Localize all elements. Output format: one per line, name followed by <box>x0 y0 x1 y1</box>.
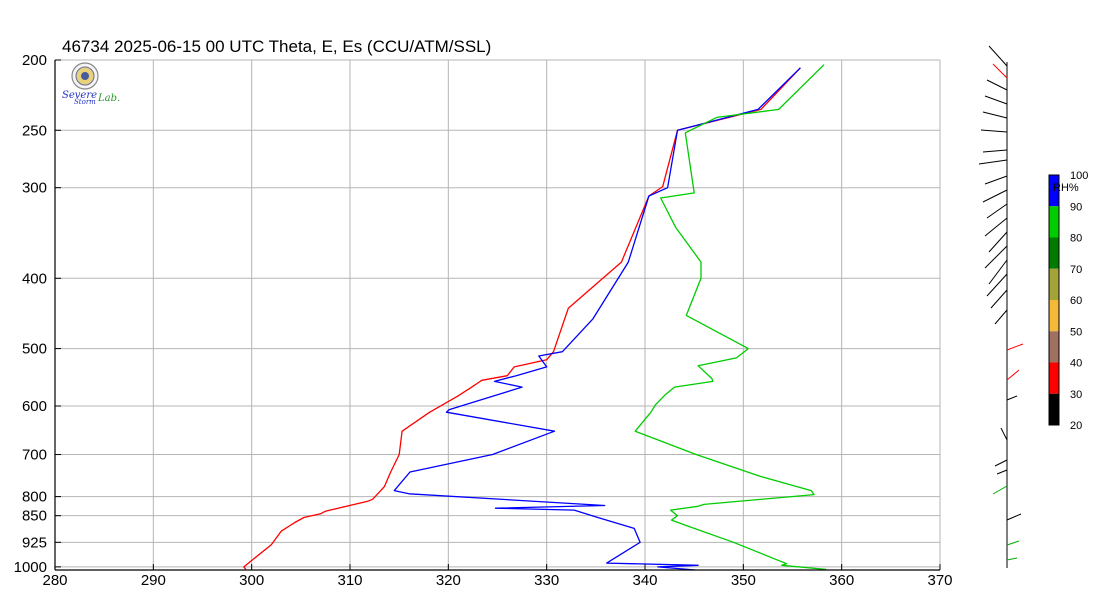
wind-barb <box>986 273 1008 297</box>
wind-barb <box>982 111 1008 119</box>
wind-barb <box>994 309 1008 325</box>
wind-barb <box>988 259 1008 285</box>
colorbar-segment <box>1049 300 1059 332</box>
logo-text-storm: Storm <box>74 98 96 106</box>
wind-barb <box>984 175 1008 185</box>
series-group <box>243 64 826 571</box>
colorbar-tick-label: 20 <box>1070 420 1082 432</box>
x-tick-label: 360 <box>829 572 854 589</box>
colorbar-label: RH% <box>1053 182 1079 194</box>
wind-barb <box>992 63 1008 79</box>
wind-barb <box>982 189 1008 203</box>
wind-barb <box>1006 395 1018 401</box>
wind-barb <box>1006 343 1024 351</box>
logo-text-lab: Lab. <box>98 93 121 104</box>
wind-barb <box>990 289 1008 309</box>
colorbar-segment <box>1049 331 1059 363</box>
y-tick-label: 800 <box>22 489 47 506</box>
chart-title: 46734 2025-06-15 00 UTC Theta, E, Es (CC… <box>62 37 492 56</box>
colorbar-tick-label: 30 <box>1070 389 1082 401</box>
x-tick-label: 280 <box>42 572 67 589</box>
y-tick-label: 1000 <box>14 559 47 576</box>
y-tick-label: 925 <box>22 534 47 551</box>
x-tick-label: 320 <box>436 572 461 589</box>
wind-barb <box>1000 427 1008 441</box>
x-tick-label: 350 <box>731 572 756 589</box>
y-tick-label: 600 <box>22 398 47 415</box>
colorbar-segment <box>1049 237 1059 269</box>
x-tick-label: 310 <box>337 572 362 589</box>
wind-barb <box>1006 369 1020 381</box>
wind-barb <box>1006 540 1020 546</box>
wind-barb <box>986 203 1008 219</box>
colorbar-frame <box>1048 174 1060 426</box>
wind-barb <box>984 245 1008 269</box>
y-tick-label: 500 <box>22 341 47 358</box>
colorbar-tick-label: 90 <box>1070 201 1082 213</box>
wind-barb <box>982 149 1008 153</box>
wind-profile <box>978 45 1024 568</box>
colorbar-tick-label: 100 <box>1070 170 1088 182</box>
y-tick-label: 850 <box>22 508 47 525</box>
colorbar-segment <box>1049 175 1059 207</box>
wind-barb <box>996 469 1008 475</box>
colorbar-tick-label: 80 <box>1070 233 1082 245</box>
wind-barb <box>980 129 1008 133</box>
x-tick-label: 370 <box>927 572 952 589</box>
colorbar-segment <box>1049 268 1059 300</box>
x-tick-label: 290 <box>141 572 166 589</box>
wind-barb <box>1006 513 1022 521</box>
wind-barb <box>1006 557 1018 561</box>
colorbar-segment <box>1049 393 1059 425</box>
colorbar-tick-label: 70 <box>1070 264 1082 276</box>
y-tick-label: 700 <box>22 447 47 464</box>
y-tick-label: 250 <box>22 122 47 139</box>
wind-barb <box>988 45 1008 67</box>
logo-emblem-icon <box>71 62 99 90</box>
wind-barb <box>994 459 1008 467</box>
rh-colorbar: 100 90 80 70 60 50 40 30 20 RH% <box>1048 170 1088 432</box>
x-tick-label: 300 <box>239 572 264 589</box>
wind-barb <box>984 95 1008 105</box>
e-line <box>393 67 801 571</box>
wind-barb <box>988 231 1008 253</box>
y-tick-label: 200 <box>22 52 47 69</box>
wind-barb <box>978 159 1008 165</box>
wind-barb <box>986 79 1008 91</box>
es-line <box>634 64 826 571</box>
axes: 280 290 300 310 320 330 340 350 360 370 200 250 300 4… <box>14 52 953 589</box>
colorbar-segment <box>1049 362 1059 394</box>
logo-text-severe: Severe <box>62 90 98 101</box>
x-tick-label: 340 <box>632 572 657 589</box>
wind-barb <box>992 485 1008 495</box>
severe-storm-lab-logo: Severe Storm Lab. <box>60 62 120 108</box>
colorbar-segment <box>1049 206 1059 238</box>
grid <box>54 59 941 570</box>
colorbar-tick-label: 40 <box>1070 358 1082 370</box>
colorbar-tick-label: 60 <box>1070 295 1082 307</box>
theta-line <box>243 67 801 570</box>
wind-barb <box>984 217 1008 237</box>
colorbar-tick-label: 50 <box>1070 326 1082 338</box>
x-tick-label: 330 <box>534 572 559 589</box>
y-tick-label: 300 <box>22 180 47 197</box>
y-tick-label: 400 <box>22 270 47 287</box>
